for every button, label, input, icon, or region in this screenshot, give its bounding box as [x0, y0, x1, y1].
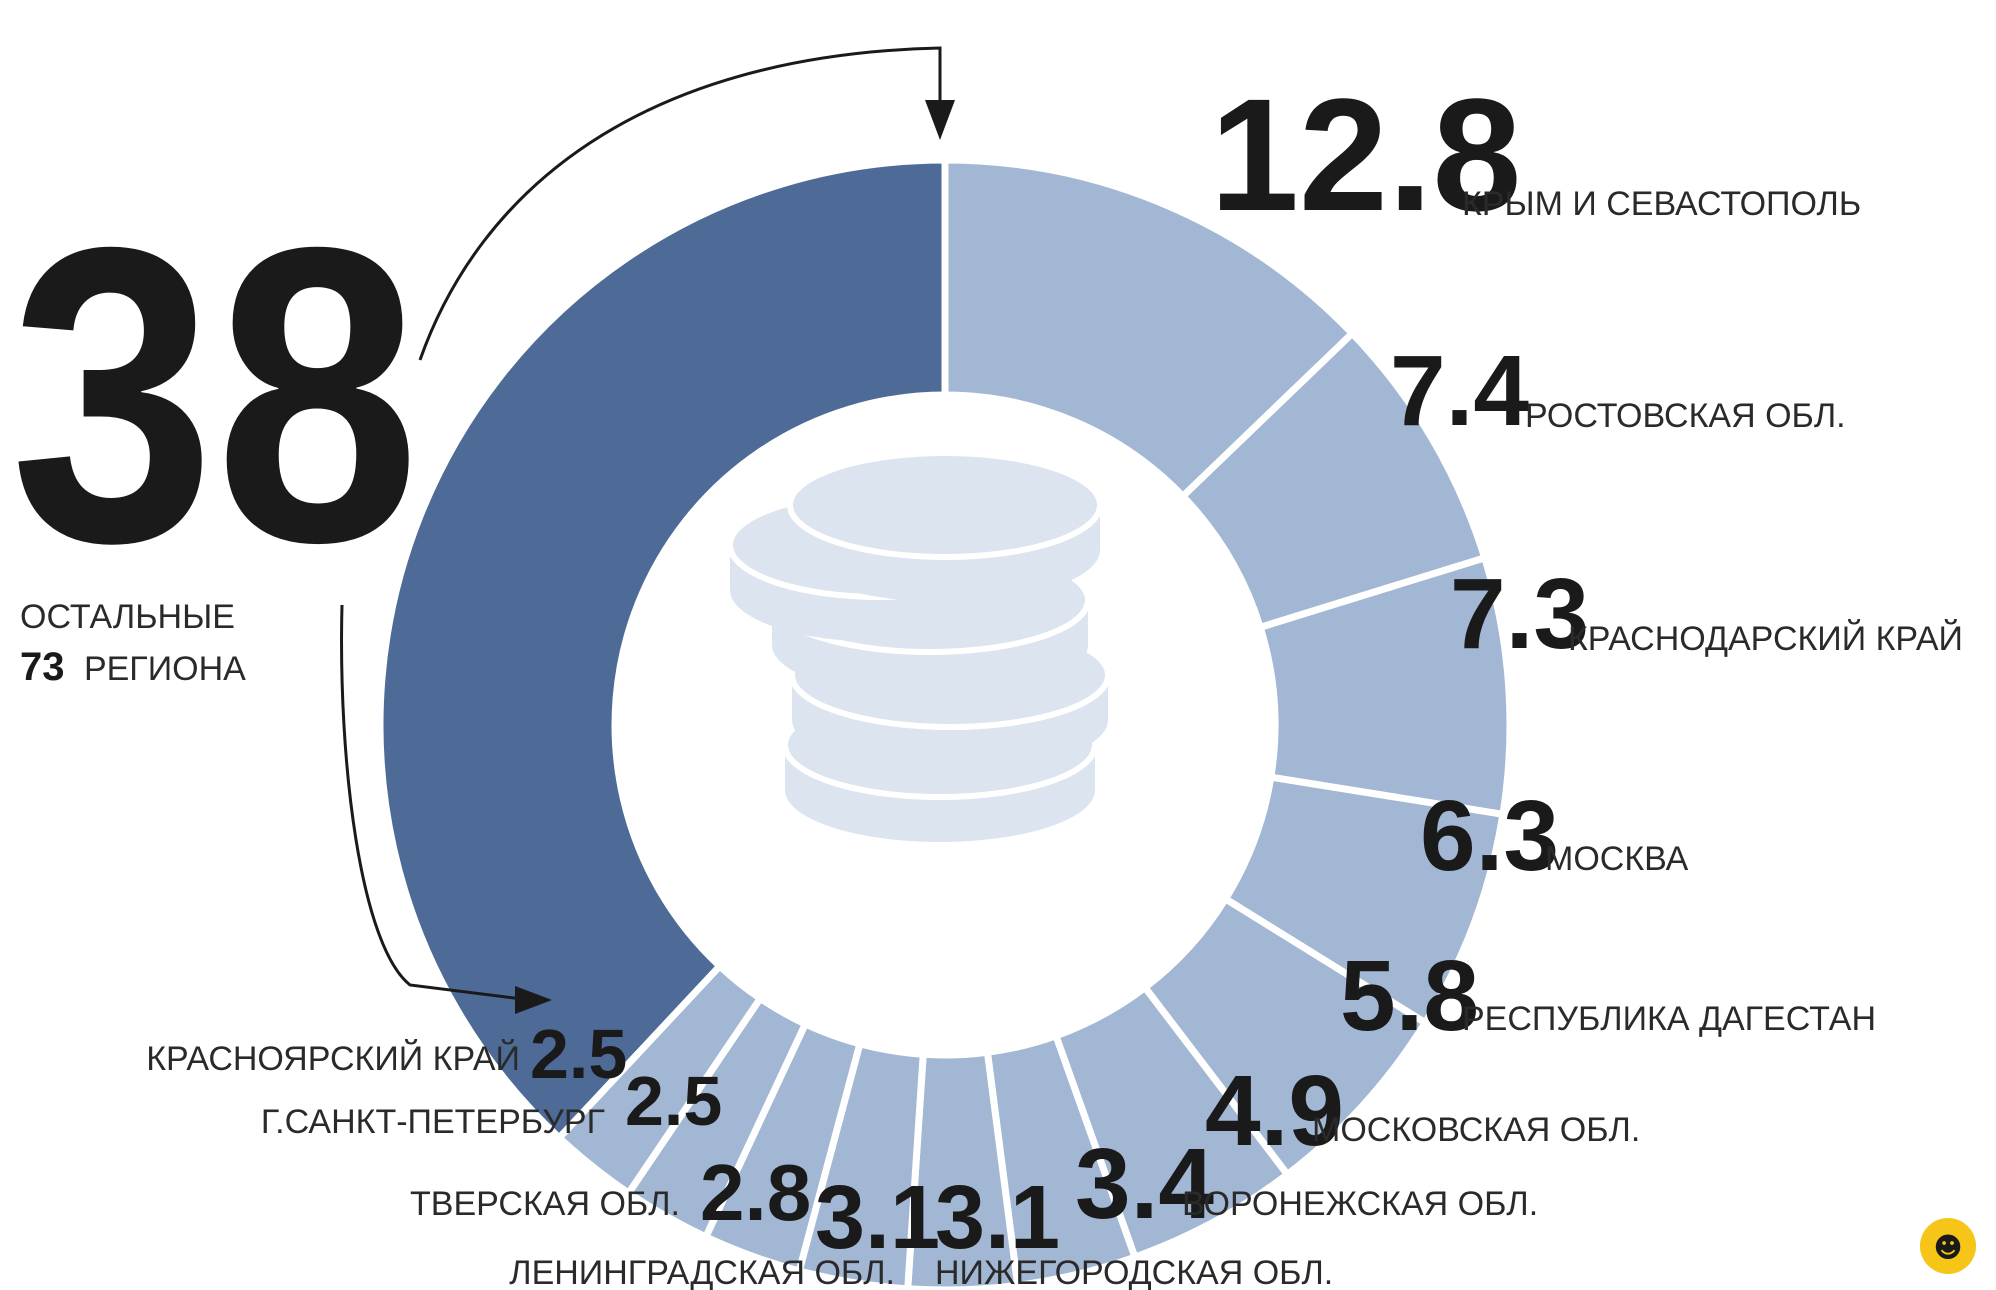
slice-value-label: 3.4: [1075, 1128, 1214, 1240]
others-value: 38: [10, 161, 420, 630]
slice-value-label: 3.1: [815, 1168, 940, 1268]
others-label-line2: 73 РЕГИОНА: [20, 645, 246, 689]
coin-1-top: [787, 450, 1103, 560]
others-label-line1: ОСТАЛЬНЫЕ: [20, 598, 235, 636]
slice-value-label: 3.1: [935, 1168, 1060, 1268]
slice-value-label: 4.9: [1205, 1055, 1344, 1167]
slice-name-label: РОСТОВСКАЯ ОБЛ.: [1525, 397, 1846, 435]
arrow-top-line: [418, 46, 942, 361]
arrow-bottom-line: [340, 604, 531, 1002]
badge-logo-icon: [1920, 1218, 1976, 1274]
badge-glyph-icon: ☻: [1933, 1231, 1962, 1264]
coin-stack-icon: [727, 450, 1111, 842]
slice-1: [941, 156, 1358, 502]
slice-name-label: МОСКОВСКАЯ ОБЛ.: [1312, 1111, 1640, 1149]
slice-value-label: 6.3: [1420, 780, 1559, 892]
slice-name-label: КРАСНОДАРСКИЙ КРАЙ: [1568, 620, 1963, 658]
donut-slices: [376, 156, 1514, 1290]
slice-value-label: 7.4: [1390, 335, 1529, 447]
slice-value-label: 2.5: [530, 1015, 627, 1093]
slice-value-label: 12.8: [1210, 65, 1521, 244]
slice-value-label: 7.3: [1450, 558, 1589, 670]
slice-name-label: КРЫМ И СЕВАСТОПОЛЬ: [1462, 185, 1861, 223]
slice-name-label: РЕСПУБЛИКА ДАГЕСТАН: [1462, 1000, 1876, 1038]
slice-name-label: Г.САНКТ-ПЕТЕРБУРГ: [261, 1103, 605, 1141]
slice-name-label: ВОРОНЕЖСКАЯ ОБЛ.: [1182, 1185, 1538, 1223]
slice-name-label: ЛЕНИНГРАДСКАЯ ОБЛ.: [509, 1254, 895, 1290]
arrow-top-head: [925, 100, 955, 140]
others-count-caption: РЕГИОНА: [84, 650, 246, 688]
arrow-bottom-head: [515, 986, 552, 1014]
slice-name-label: НИЖЕГОРОДСКАЯ ОБЛ.: [935, 1254, 1333, 1290]
slice-value-label: 2.8: [700, 1148, 811, 1237]
slice-value-label: 5.8: [1340, 940, 1479, 1052]
slice-value-label: 2.5: [625, 1062, 722, 1140]
slice-name-label: МОСКВА: [1545, 840, 1689, 878]
others-count: 73: [20, 645, 65, 689]
slice-others: [376, 156, 949, 1143]
slice-name-label: ТВЕРСКАЯ ОБЛ.: [410, 1185, 680, 1223]
slice-name-label: КРАСНОЯРСКИЙ КРАЙ: [146, 1040, 520, 1078]
